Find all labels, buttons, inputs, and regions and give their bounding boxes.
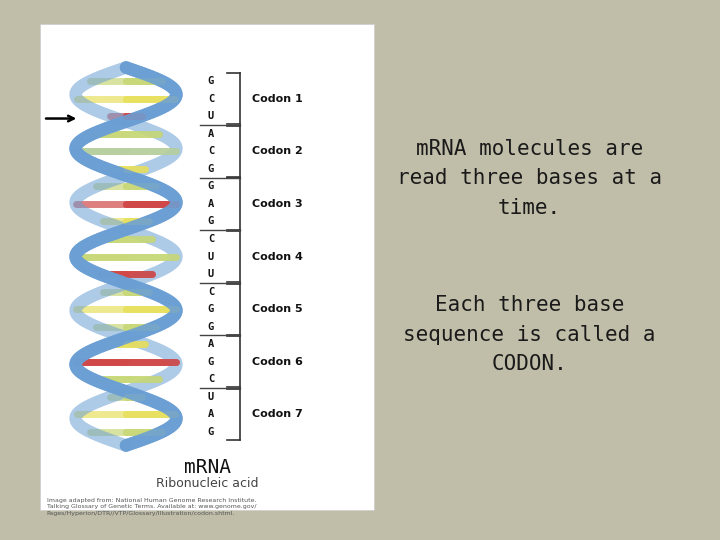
Text: A: A: [208, 409, 214, 420]
Text: Codon 2: Codon 2: [252, 146, 302, 156]
Text: A: A: [208, 199, 214, 209]
Text: Image adapted from: National Human Genome Research Institute.
Talking Glossary o: Image adapted from: National Human Genom…: [47, 498, 256, 516]
Text: G: G: [208, 217, 214, 226]
Text: G: G: [208, 427, 214, 437]
Text: C: C: [208, 374, 214, 384]
Text: Ribonucleic acid: Ribonucleic acid: [156, 477, 258, 490]
Text: Codon 4: Codon 4: [252, 252, 303, 261]
Text: G: G: [208, 76, 214, 86]
Text: C: C: [208, 146, 214, 156]
Text: mRNA: mRNA: [184, 457, 230, 477]
Text: G: G: [208, 304, 214, 314]
Text: U: U: [208, 269, 214, 279]
Text: Codon 3: Codon 3: [252, 199, 302, 209]
Text: G: G: [208, 164, 214, 174]
Text: Codon 7: Codon 7: [252, 409, 302, 420]
Text: U: U: [208, 252, 214, 261]
Bar: [40, 24, 374, 510]
Text: C: C: [208, 93, 214, 104]
Text: Codon 5: Codon 5: [252, 304, 302, 314]
Text: A: A: [208, 339, 214, 349]
Text: mRNA molecules are
read three bases at a
time.: mRNA molecules are read three bases at a…: [397, 139, 662, 218]
Text: C: C: [208, 287, 214, 296]
Text: U: U: [208, 111, 214, 121]
Text: A: A: [208, 129, 214, 139]
Text: Each three base
sequence is called a
CODON.: Each three base sequence is called a COD…: [403, 295, 655, 374]
Text: Codon 1: Codon 1: [252, 93, 302, 104]
Text: G: G: [208, 322, 214, 332]
Text: G: G: [208, 181, 214, 191]
Text: U: U: [208, 392, 214, 402]
Text: C: C: [208, 234, 214, 244]
Text: Codon 6: Codon 6: [252, 357, 303, 367]
Text: G: G: [208, 357, 214, 367]
